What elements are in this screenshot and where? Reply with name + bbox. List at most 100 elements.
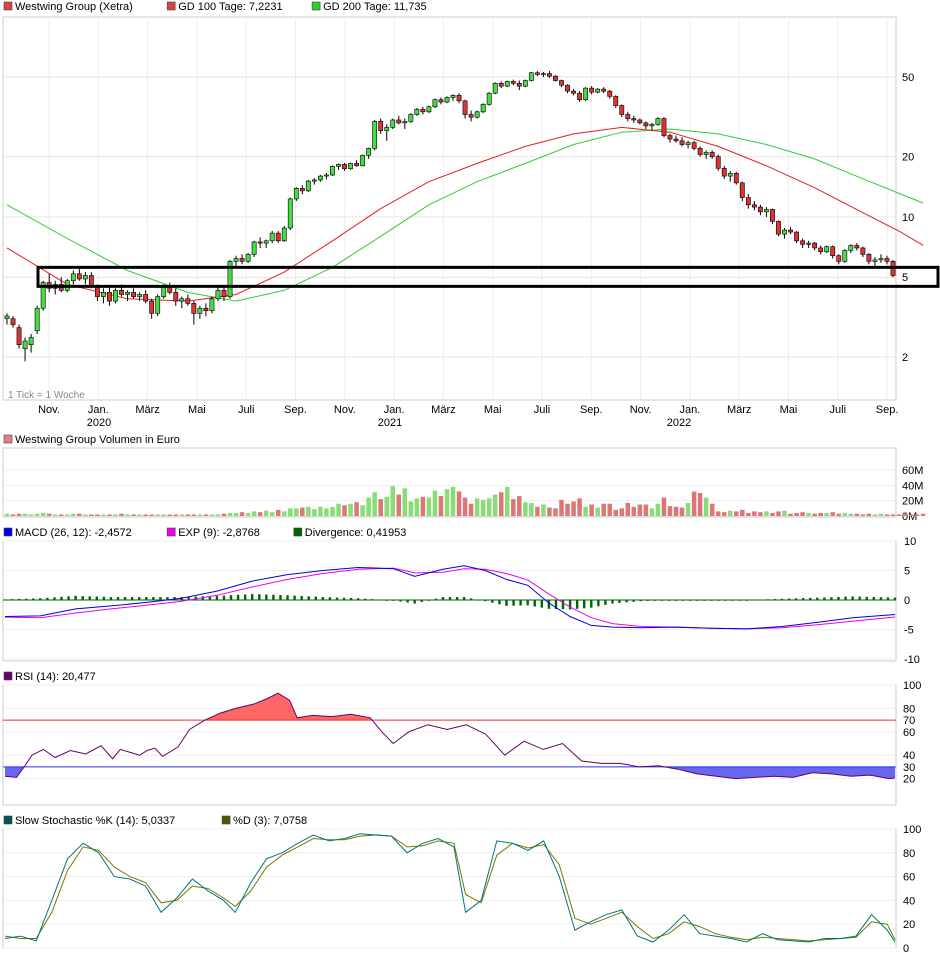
candle (776, 220, 781, 237)
volume-bar (95, 514, 100, 516)
candle-body (40, 282, 46, 309)
divergence-bar (342, 597, 346, 600)
legend-swatch (3, 527, 13, 537)
candle (432, 98, 438, 109)
candle-body (468, 114, 474, 118)
candle-body (318, 175, 323, 181)
x-tick-label: Mai (188, 404, 206, 416)
candle-body (800, 240, 806, 245)
volume-bar (294, 508, 299, 516)
volume-bar (703, 497, 709, 516)
ma200-line (6, 128, 924, 302)
divergence-bar (858, 596, 861, 600)
candle-body (281, 227, 287, 242)
candle (589, 86, 595, 95)
candle-body (354, 163, 359, 167)
rsi-overbought-fill (5, 693, 895, 721)
candle-body (34, 307, 40, 332)
y-tick-label: 5 (902, 272, 908, 284)
volume-bar (474, 498, 480, 516)
divergence-bar (801, 598, 805, 600)
candle-body (571, 90, 576, 94)
volume-bar (782, 510, 787, 516)
divergence-bar (780, 598, 784, 600)
candle-body (366, 148, 372, 156)
legend-label: Divergence: 0,41953 (305, 527, 407, 539)
candle-body (824, 246, 830, 253)
x-tick-label: Juli (830, 404, 847, 416)
candle (402, 118, 408, 129)
candle (330, 165, 335, 177)
volume-bar (667, 506, 673, 516)
volume-bar (257, 512, 263, 516)
candle (420, 106, 426, 115)
candle-body (4, 315, 10, 320)
candle (577, 91, 582, 103)
volume-bar (203, 514, 209, 516)
volume-bar (908, 514, 914, 516)
volume-bar (251, 511, 257, 516)
divergence-bar (533, 600, 536, 607)
candle-body (583, 87, 589, 101)
divergence-bar (159, 597, 162, 600)
x-tick-label: März (135, 404, 159, 416)
divergence-bar (484, 600, 487, 602)
candle-body (559, 80, 564, 86)
volume-bar (649, 508, 655, 516)
divergence-bar (265, 594, 268, 600)
candle (751, 201, 757, 211)
candle-body (342, 164, 347, 170)
legend-label: RSI (14): 20,477 (15, 671, 96, 683)
candle (757, 204, 763, 216)
candle (70, 270, 76, 285)
volume-bar (390, 486, 396, 516)
candle (46, 273, 52, 293)
volume-bar (269, 512, 275, 516)
divergence-bar (519, 600, 522, 606)
volume-bar (589, 504, 594, 516)
candle (143, 290, 149, 304)
candle-body (836, 255, 842, 262)
candle (390, 118, 396, 129)
volume-bar (71, 513, 76, 516)
candle (125, 290, 130, 302)
divergence-bar (243, 594, 247, 600)
volume-bar (824, 512, 829, 516)
candle (203, 303, 209, 317)
volume-bar (504, 486, 510, 516)
divergence-bar (194, 596, 197, 600)
volume-bar (842, 512, 848, 516)
volume-bar (312, 509, 317, 516)
candle (173, 288, 179, 306)
divergence-bar (130, 597, 134, 600)
candle (275, 231, 281, 244)
price-panel-frame (2, 16, 897, 401)
candle (721, 165, 727, 179)
divergence-bar (138, 597, 141, 600)
candle (655, 117, 661, 126)
candle-body (426, 106, 432, 113)
candle-body (589, 87, 595, 93)
volume-bar (872, 514, 878, 516)
candle (504, 80, 510, 88)
volume-bar (740, 509, 745, 516)
volume-bar (173, 514, 179, 516)
divergence-bar (448, 597, 452, 600)
volume-bar (776, 511, 781, 516)
divergence-bar (420, 600, 423, 602)
candle-body (438, 99, 444, 103)
divergence-bar (469, 598, 473, 600)
divergence-bar (724, 600, 727, 601)
volume-bar (486, 498, 492, 516)
volume-bar (348, 503, 353, 516)
volume-bar (77, 513, 82, 516)
divergence-bar (441, 597, 445, 600)
candle-body (498, 83, 504, 87)
candle-body (679, 140, 685, 145)
candle-body (637, 119, 643, 124)
candle-body (854, 245, 860, 249)
candle (366, 147, 372, 159)
candle (818, 245, 824, 255)
candle-body (269, 232, 275, 242)
volume-bar (637, 504, 643, 516)
